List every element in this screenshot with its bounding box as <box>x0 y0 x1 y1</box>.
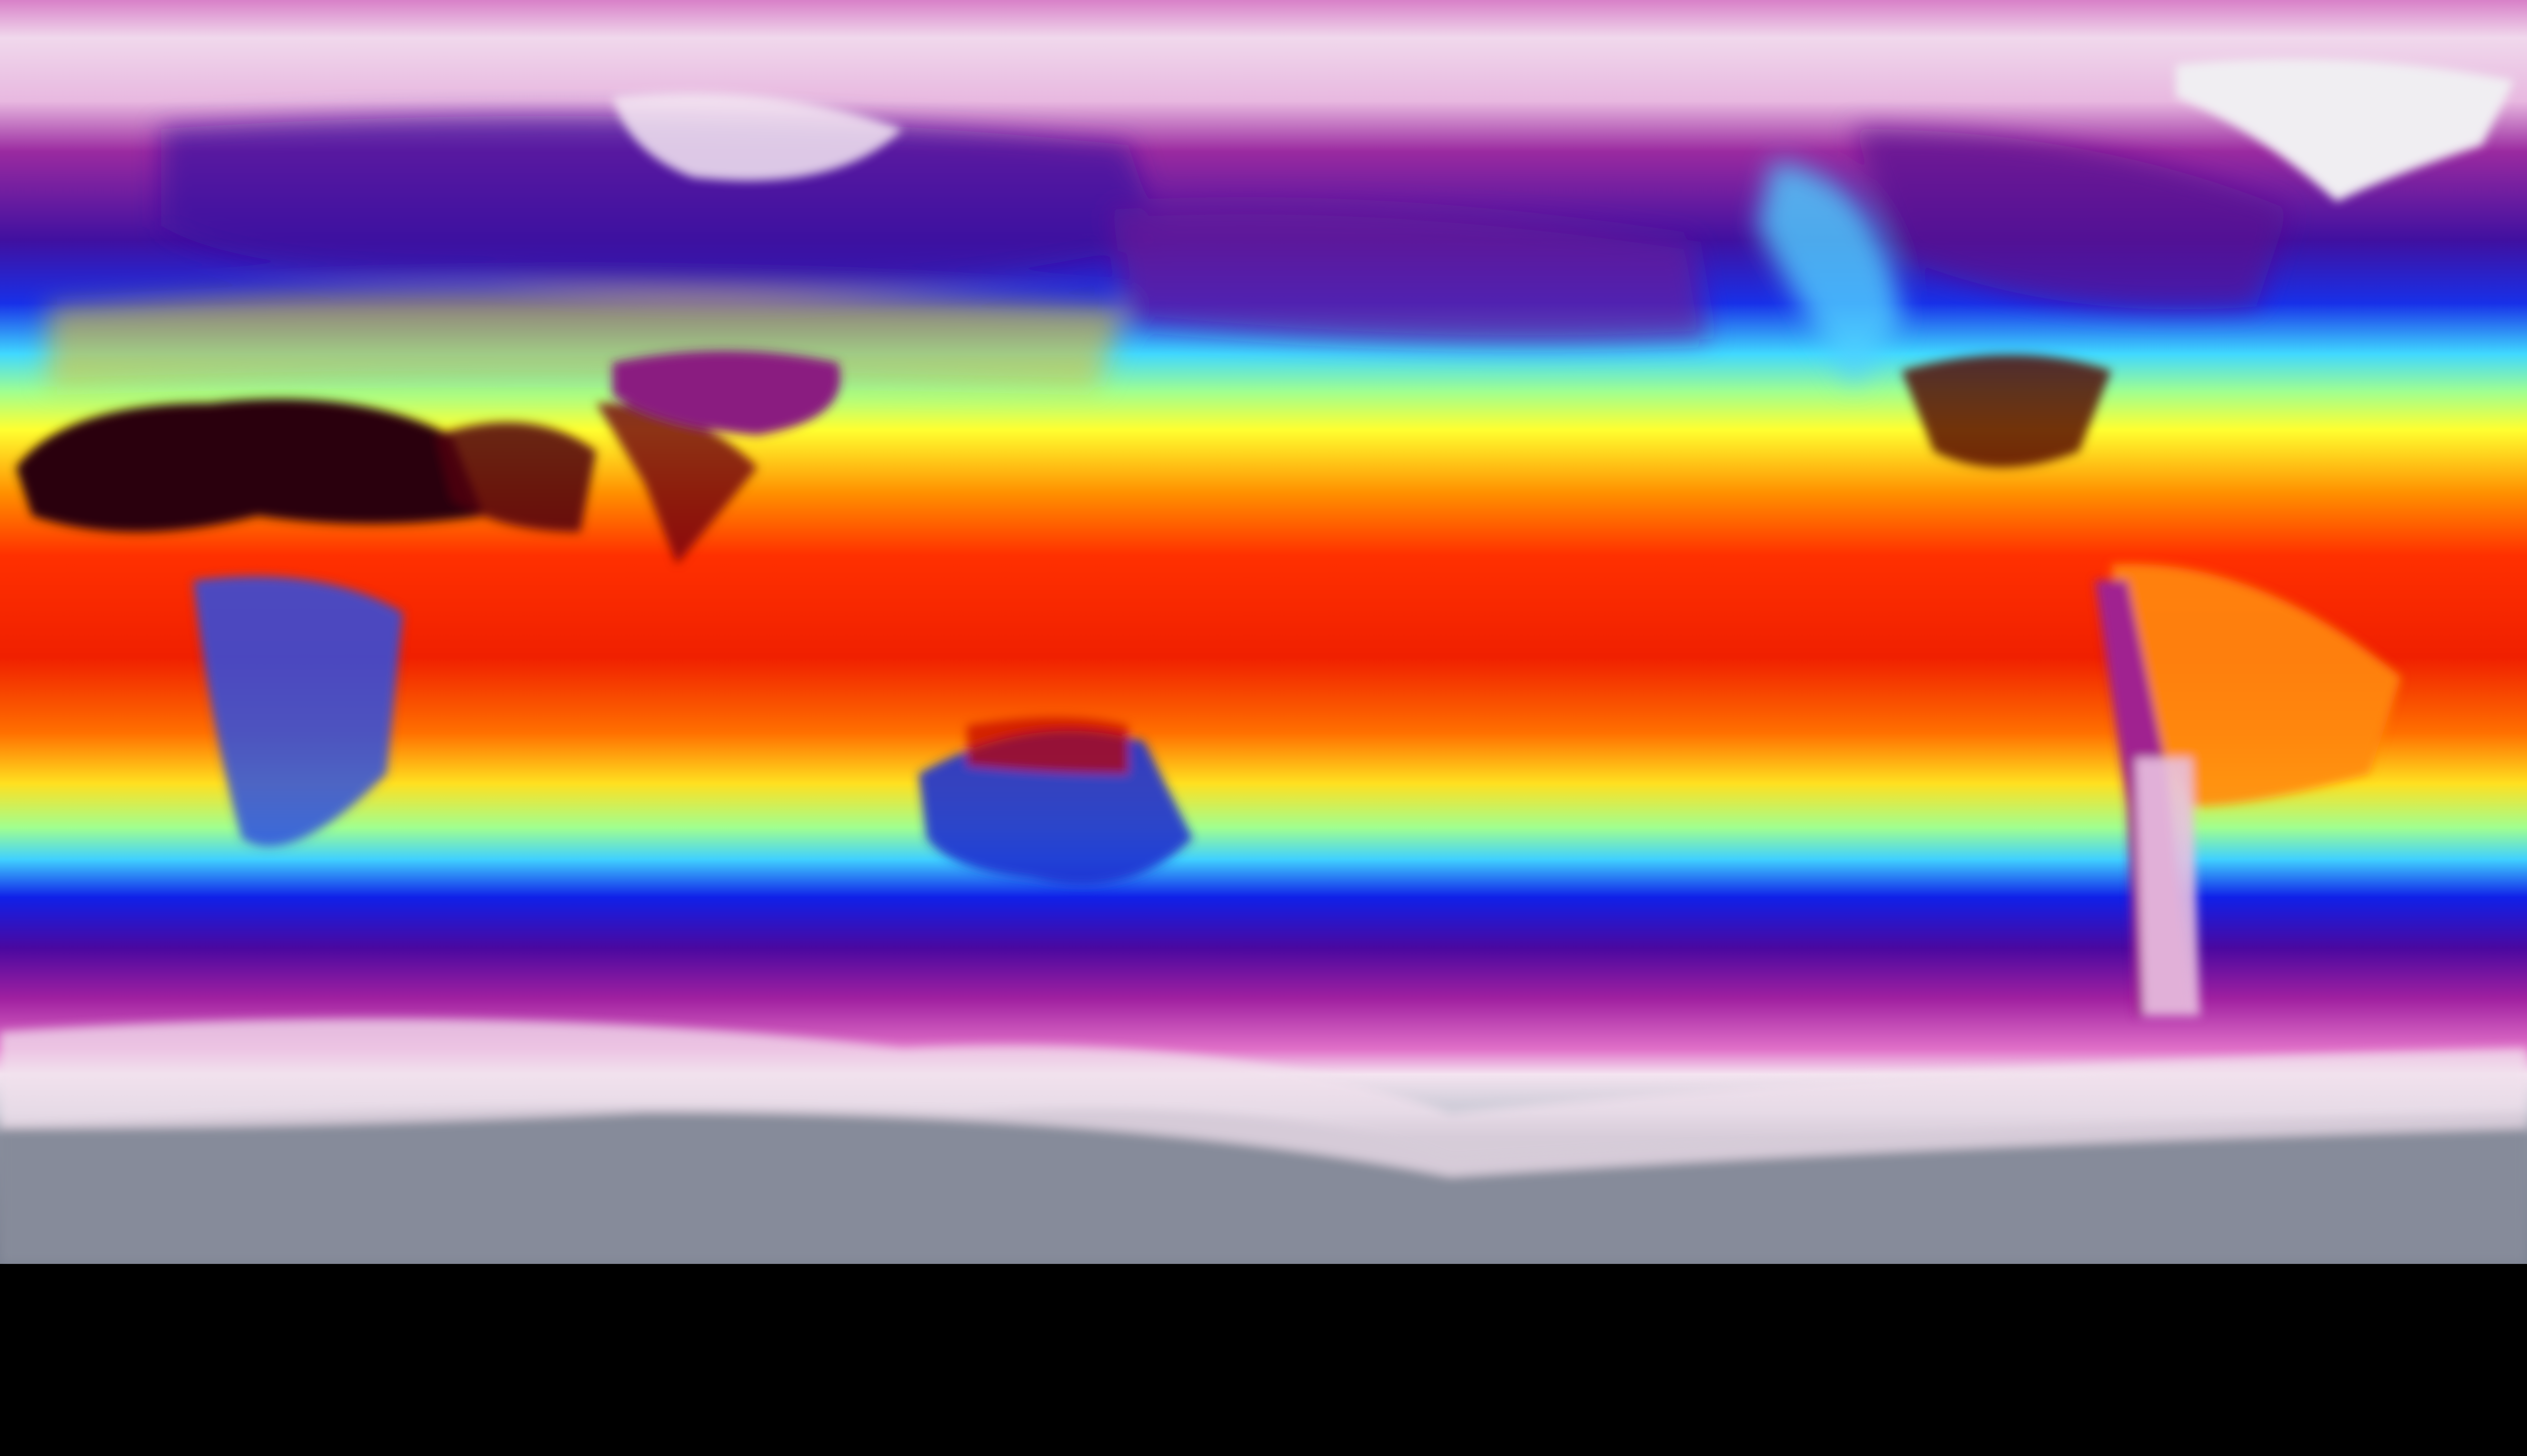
region-arabia <box>435 422 596 532</box>
region-canada <box>1853 129 2289 310</box>
region-india <box>596 403 758 565</box>
region-patagonia <box>2135 758 2200 1016</box>
region-siberia-snow <box>612 92 903 181</box>
region-north-america-west <box>1756 161 1902 387</box>
region-greenland <box>2175 59 2514 202</box>
region-north-australia <box>967 717 1129 774</box>
region-mexico <box>1901 354 2112 468</box>
temperature-map <box>0 0 2527 1264</box>
region-eurasia-midlat <box>48 290 1129 387</box>
region-north-pacific <box>1112 205 1709 344</box>
region-antarctic-coast <box>0 1018 2527 1177</box>
region-southern-africa <box>193 576 403 847</box>
region-sahara <box>16 399 484 532</box>
region-tibetan-plateau <box>612 350 840 436</box>
region-south-america <box>2111 563 2402 806</box>
region-arctic-siberia <box>161 116 1160 293</box>
